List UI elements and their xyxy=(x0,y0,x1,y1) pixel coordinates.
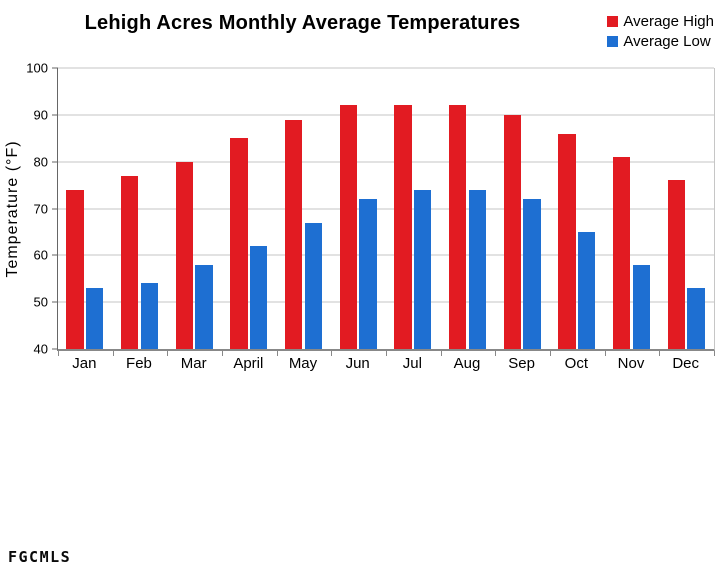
bar-average-low-sep xyxy=(523,199,541,349)
x-tick-label-jan: Jan xyxy=(72,355,97,372)
y-tick-label-40: 40 xyxy=(33,341,48,357)
x-tick-mark xyxy=(167,351,169,356)
legend-swatch-low-icon xyxy=(607,36,619,47)
month-group-feb xyxy=(113,68,168,349)
month-group-jan xyxy=(58,68,113,349)
month-group-may xyxy=(277,68,332,349)
y-tick-label-80: 80 xyxy=(33,154,48,170)
x-tick-mark xyxy=(58,351,59,356)
bar-average-high-aug xyxy=(448,105,467,349)
legend-item-average-high: Average High xyxy=(607,13,714,30)
x-axis-tick-labels: Jan Feb Mar April May Jun Jul Aug Sep Oct Nov Dec xyxy=(57,355,713,375)
x-tick-label-may: May xyxy=(288,355,318,372)
legend-label-average-high: Average High xyxy=(623,13,714,30)
y-axis-tick-labels: 40 50 60 70 80 90 100 xyxy=(0,62,50,356)
x-tick-mark xyxy=(550,351,551,356)
legend-swatch-high-icon xyxy=(607,16,619,27)
bar-average-high-may xyxy=(284,119,303,349)
month-group-mar xyxy=(167,68,222,349)
x-tick-mark xyxy=(604,351,606,356)
x-tick-label-dec: Dec xyxy=(672,355,699,372)
gridline-60 xyxy=(58,254,714,256)
legend: Average High Average Low xyxy=(607,13,714,53)
y-tick-mark xyxy=(52,301,58,303)
gridline-70 xyxy=(58,208,714,209)
y-tick-mark xyxy=(52,161,58,163)
bar-average-low-may xyxy=(304,222,322,349)
month-group-jul xyxy=(386,68,441,349)
chart-title: Lehigh Acres Monthly Average Temperature… xyxy=(84,12,521,34)
bar-average-low-jun xyxy=(359,199,377,349)
y-tick-mark xyxy=(52,67,58,69)
gridline-90 xyxy=(58,114,714,116)
bar-average-high-feb xyxy=(120,175,139,349)
bar-average-low-mar xyxy=(195,264,213,349)
x-tick-label-jul: Jul xyxy=(402,355,422,372)
bar-average-low-nov xyxy=(632,264,650,349)
watermark: FGCMLS xyxy=(8,548,72,566)
x-tick-mark xyxy=(222,351,223,356)
y-tick-mark xyxy=(52,114,58,116)
y-tick-label-70: 70 xyxy=(33,201,48,216)
bar-average-high-jan xyxy=(66,189,84,349)
month-group-aug xyxy=(441,68,496,349)
month-group-jun xyxy=(331,68,386,349)
legend-item-average-low: Average Low xyxy=(607,33,714,50)
y-tick-label-90: 90 xyxy=(33,107,48,123)
x-tick-label-oct: Oct xyxy=(564,355,588,372)
month-group-april xyxy=(222,68,277,349)
gridline-80 xyxy=(58,161,714,163)
bar-average-low-jan xyxy=(85,288,104,349)
month-group-sep xyxy=(495,68,550,349)
bar-average-low-oct xyxy=(577,231,596,349)
y-tick-mark xyxy=(52,254,58,256)
x-tick-label-april: April xyxy=(233,355,264,372)
x-tick-mark xyxy=(276,351,278,356)
y-tick-mark xyxy=(52,348,58,350)
month-group-oct xyxy=(550,68,605,349)
x-tick-label-aug: Aug xyxy=(453,355,481,372)
bar-average-low-april xyxy=(249,245,268,349)
x-tick-mark xyxy=(659,351,661,356)
x-tick-label-feb: Feb xyxy=(126,355,152,372)
x-tick-label-mar: Mar xyxy=(180,355,207,372)
bar-average-high-jun xyxy=(339,105,357,349)
x-tick-mark xyxy=(495,351,497,356)
x-tick-label-sep: Sep xyxy=(508,355,535,372)
bar-average-high-nov xyxy=(612,156,631,349)
x-tick-mark xyxy=(331,351,333,356)
bar-average-low-jul xyxy=(413,189,432,349)
bar-average-high-april xyxy=(230,138,248,349)
x-tick-label-nov: Nov xyxy=(617,355,645,372)
bar-average-high-jul xyxy=(394,105,412,349)
month-group-dec xyxy=(659,68,714,349)
plot-area xyxy=(52,67,715,356)
bar-average-high-dec xyxy=(667,180,685,349)
y-tick-label-100: 100 xyxy=(26,60,48,76)
gridline-50 xyxy=(58,301,714,303)
bar-average-high-sep xyxy=(503,114,521,349)
x-tick-mark xyxy=(386,351,387,356)
y-tick-label-50: 50 xyxy=(33,294,48,310)
bar-average-low-aug xyxy=(468,189,486,349)
bar-average-high-mar xyxy=(175,161,193,349)
month-group-nov xyxy=(605,68,660,349)
bar-average-low-feb xyxy=(140,283,158,349)
gridline-100 xyxy=(58,67,714,69)
x-tick-mark xyxy=(112,351,114,356)
x-tick-mark xyxy=(714,351,715,356)
x-tick-label-jun: Jun xyxy=(345,355,370,372)
y-tick-label-60: 60 xyxy=(33,247,48,263)
legend-label-average-low: Average Low xyxy=(623,33,711,50)
bar-average-high-oct xyxy=(558,133,576,349)
bar-average-low-dec xyxy=(687,288,705,349)
x-tick-mark xyxy=(440,351,442,356)
y-tick-mark xyxy=(52,208,58,209)
